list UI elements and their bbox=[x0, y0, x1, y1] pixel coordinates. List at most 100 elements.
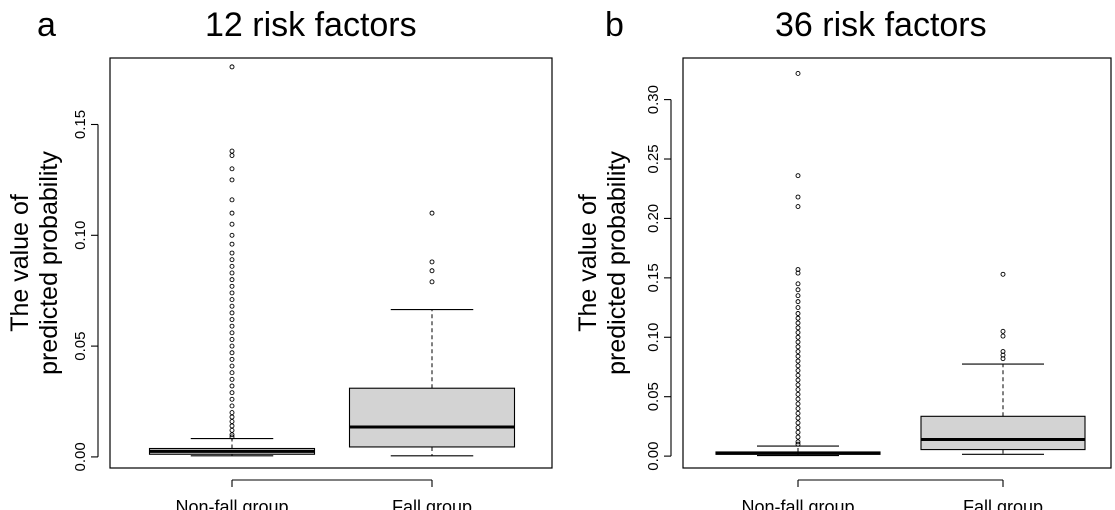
outlier-point bbox=[795, 281, 801, 287]
outlier-point bbox=[795, 420, 801, 426]
y-axis-label: The value ofpredicted probability bbox=[574, 151, 631, 375]
outlier-point bbox=[229, 434, 235, 440]
outlier-point bbox=[229, 270, 235, 276]
outlier-point bbox=[795, 320, 801, 326]
y-tick-label: 0.25 bbox=[645, 144, 662, 173]
outlier-point bbox=[229, 250, 235, 256]
panel-a: a 12 risk factors 0.00 0.05 0.10 0.15 The va… bbox=[6, 6, 553, 510]
boxplot-a: 0.00 0.05 0.10 0.15 The value ofpredicted pr… bbox=[6, 57, 553, 510]
panel-letter: b bbox=[605, 6, 624, 44]
y-axis-label-line: The value of bbox=[6, 194, 34, 332]
outlier-point bbox=[795, 353, 801, 359]
outlier-point bbox=[795, 204, 801, 210]
chart-title: 36 risk factors bbox=[775, 6, 987, 44]
x-tick-label: Non-fall group bbox=[741, 497, 854, 510]
outlier-point bbox=[1000, 271, 1006, 277]
outlier-point bbox=[795, 305, 801, 311]
outlier-point bbox=[229, 423, 235, 429]
outlier-point bbox=[795, 339, 801, 345]
outlier-point bbox=[229, 64, 235, 70]
outlier-point bbox=[229, 290, 235, 296]
y-tick-label: 0.05 bbox=[645, 382, 662, 411]
outlier-point bbox=[229, 303, 235, 309]
outlier-point bbox=[795, 311, 801, 316]
outlier-point bbox=[429, 279, 435, 285]
y-axis-label-line: predicted probability bbox=[35, 151, 63, 375]
outlier-point bbox=[229, 410, 235, 416]
outlier-point bbox=[1000, 356, 1006, 362]
outlier-point bbox=[229, 337, 235, 342]
iqr-box bbox=[920, 415, 1086, 451]
outlier-point bbox=[229, 277, 235, 283]
panel-letter: a bbox=[37, 6, 56, 44]
chart-title: 12 risk factors bbox=[205, 6, 417, 44]
outlier-point bbox=[795, 425, 801, 431]
outlier-point bbox=[229, 241, 235, 247]
outlier-point bbox=[795, 330, 801, 335]
plot-frame bbox=[682, 57, 1112, 469]
outlier-point bbox=[229, 210, 235, 216]
outlier-point bbox=[795, 391, 801, 397]
outlier-point bbox=[229, 153, 235, 158]
outlier-point bbox=[795, 344, 801, 350]
outlier-point bbox=[795, 368, 801, 374]
x-tick-label: Fall group bbox=[392, 497, 472, 510]
outlier-point bbox=[795, 315, 801, 321]
outlier-point bbox=[229, 148, 235, 154]
outlier-point bbox=[795, 325, 801, 331]
y-tick-label: 0.10 bbox=[645, 323, 662, 352]
outlier-point bbox=[795, 334, 801, 340]
panel-b: b 36 risk factors 0.00 0.05 0.10 0.15 0.20 0.… bbox=[570, 0, 1115, 510]
outlier-point bbox=[795, 363, 801, 369]
outlier-point bbox=[795, 349, 801, 354]
outlier-point bbox=[795, 377, 801, 383]
y-axis-label-line: The value of bbox=[574, 194, 602, 332]
outlier-point bbox=[795, 429, 801, 435]
outlier-point bbox=[1000, 328, 1006, 334]
outlier-point bbox=[229, 396, 235, 402]
outlier-point bbox=[429, 259, 435, 265]
y-tick-label: 0.00 bbox=[645, 442, 662, 471]
outlier-point bbox=[795, 415, 801, 421]
outlier-point bbox=[795, 299, 801, 305]
outlier-point bbox=[229, 376, 235, 382]
outlier-point bbox=[795, 194, 801, 200]
outlier-point bbox=[229, 232, 235, 238]
outlier-point bbox=[795, 401, 801, 407]
outlier-point bbox=[229, 297, 235, 303]
boxplot-b: 0.00 0.05 0.10 0.15 0.20 0.25 0.30 The value of… bbox=[574, 57, 1112, 510]
y-axis-label-line: predicted probability bbox=[603, 151, 631, 375]
outlier-point bbox=[229, 343, 235, 349]
outlier-point bbox=[795, 406, 801, 412]
x-tick-label: Fall group bbox=[963, 497, 1043, 510]
outlier-point bbox=[229, 363, 235, 369]
outlier-point bbox=[229, 323, 235, 329]
outlier-point bbox=[795, 441, 801, 447]
outlier-point bbox=[229, 177, 235, 183]
outlier-point bbox=[229, 263, 235, 269]
outlier-point bbox=[795, 434, 801, 440]
outlier-point bbox=[1000, 333, 1006, 339]
outlier-point bbox=[229, 221, 235, 227]
outlier-point bbox=[229, 390, 235, 396]
y-tick-label: 0.15 bbox=[72, 110, 89, 139]
outlier-point bbox=[229, 383, 235, 389]
outlier-point bbox=[795, 387, 801, 393]
y-tick-label: 0.20 bbox=[645, 204, 662, 233]
y-tick-label: 0.10 bbox=[72, 221, 89, 250]
outlier-point bbox=[429, 268, 435, 274]
outlier-point bbox=[229, 330, 235, 336]
outlier-point bbox=[795, 358, 801, 364]
y-axis-label: The value ofpredicted probability bbox=[6, 151, 63, 375]
outlier-point bbox=[795, 439, 801, 445]
outlier-point bbox=[795, 410, 801, 416]
outlier-point bbox=[229, 283, 235, 289]
outlier-point bbox=[229, 166, 235, 172]
outlier-point bbox=[795, 293, 801, 299]
outlier-point bbox=[229, 257, 235, 263]
outlier-point bbox=[229, 197, 235, 203]
outlier-point bbox=[229, 419, 235, 424]
outlier-point bbox=[229, 414, 235, 420]
outlier-point bbox=[229, 310, 235, 316]
outlier-point bbox=[795, 173, 801, 179]
